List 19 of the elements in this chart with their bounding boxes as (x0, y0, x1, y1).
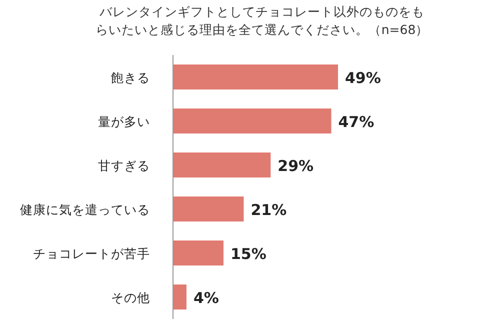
data-label: 4% (193, 289, 219, 307)
bar (173, 108, 332, 134)
data-label: 47% (338, 113, 374, 131)
data-label: 49% (345, 69, 381, 87)
y-tick-label: 健康に気を遣っている (20, 202, 150, 217)
bar (173, 240, 224, 266)
y-tick-label: 量が多い (98, 114, 150, 129)
data-label: 29% (278, 157, 314, 175)
data-label: 21% (250, 201, 287, 219)
y-tick-label: その他 (111, 290, 150, 305)
bar (173, 64, 338, 90)
y-tick-label: 甘すぎる (98, 158, 150, 173)
bar (173, 196, 244, 222)
bar (173, 152, 271, 178)
chart-title: バレンタインギフトとしてチョコレート以外のものをもらいたいと感じる理由を全て選んでください。（n=68） (95, 4, 429, 37)
bar (173, 284, 186, 310)
data-label: 15% (230, 245, 266, 263)
y-tick-label: 飽きる (111, 70, 150, 85)
y-tick-label: チョコレートが苦手 (33, 246, 150, 261)
